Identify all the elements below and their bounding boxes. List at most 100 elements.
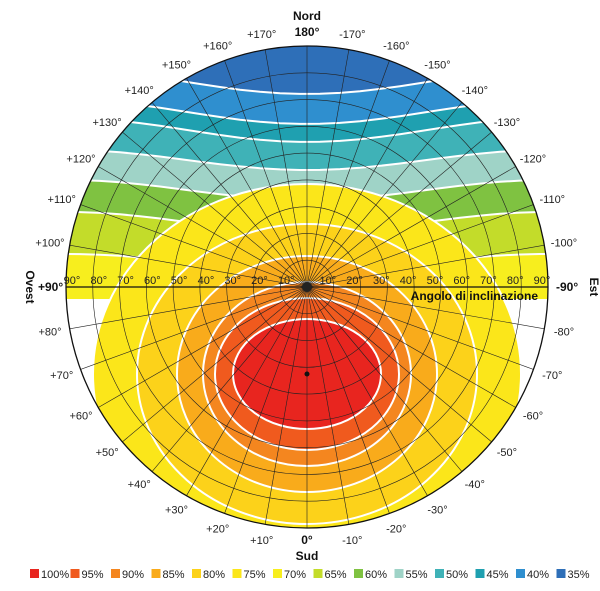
azimuth-spoke	[80, 204, 308, 288]
azimuth-spoke	[306, 204, 534, 288]
legend-label: 80%	[203, 569, 225, 581]
azimuth-tick-label: +70°	[50, 370, 73, 382]
tilt-tick-label: 80°	[90, 275, 107, 287]
optimum-point	[304, 371, 310, 377]
legend-item: 85%	[151, 569, 185, 581]
azimuth-tick-label: -120°	[520, 154, 546, 166]
tilt-tick-label: 50°	[171, 275, 188, 287]
tilt-tick-label: 40°	[198, 275, 215, 287]
legend-item: 95%	[70, 569, 104, 581]
legend-item: 70%	[273, 569, 306, 581]
west-label: Ovest	[23, 270, 37, 303]
azimuth-tick-label: +30°	[165, 505, 188, 517]
azimuth-spoke	[80, 286, 308, 370]
azimuth-spoke	[264, 286, 308, 525]
legend-swatch	[151, 569, 161, 578]
tilt-labels: 90° 80° 70° 60° 50° 40° 30° 20° 10° 10° 20° 30° 40° 5…	[64, 275, 551, 287]
legend-label: 70%	[284, 569, 306, 581]
legend: 100% 95% 90% 85% 80% 75% 70% 65% 60% 55% 50% 45% 40%…	[30, 569, 590, 581]
legend-swatch	[394, 569, 404, 578]
azimuth-tick-label: -40°	[465, 479, 485, 491]
legend-item: 45%	[475, 569, 509, 581]
center-point	[302, 282, 312, 292]
tilt-tick-label: 70°	[480, 275, 497, 287]
tilt-tick-label: 10°	[278, 275, 295, 287]
azimuth-spoke	[306, 49, 350, 288]
legend-item: 40%	[516, 569, 549, 581]
legend-item: 55%	[394, 569, 428, 581]
azimuth-spoke	[306, 166, 516, 288]
legend-swatch	[70, 569, 80, 578]
azimuth-tick-label: +50°	[96, 447, 119, 459]
azimuth-spoke	[224, 286, 308, 514]
legend-swatch	[313, 569, 323, 578]
legend-item: 65%	[313, 569, 347, 581]
tilt-tick-label: 60°	[144, 275, 161, 287]
azimuth-tick-label: +170°	[247, 29, 276, 41]
azimuth-spoke	[69, 286, 308, 330]
east-value-label: -90°	[556, 280, 578, 294]
legend-label: 55%	[406, 569, 428, 581]
azimuth-spoke	[151, 286, 308, 472]
legend-swatch	[273, 569, 282, 578]
tilt-tick-label: 90°	[534, 275, 551, 287]
legend-label: 60%	[365, 569, 387, 581]
legend-item: 60%	[354, 569, 387, 581]
azimuth-spoke	[306, 286, 492, 443]
legend-swatch	[111, 569, 120, 578]
azimuth-tick-label: +130°	[93, 117, 122, 129]
azimuth-tick-label: +110°	[48, 194, 76, 206]
azimuth-tick-label: +40°	[128, 479, 151, 491]
azimuth-tick-label: +10°	[250, 535, 273, 547]
azimuth-spoke	[224, 60, 308, 288]
azimuth-spoke	[306, 286, 534, 370]
legend-swatch	[232, 569, 242, 578]
azimuth-tick-label: -10°	[342, 535, 362, 547]
legend-item: 80%	[192, 569, 225, 581]
legend-item: 75%	[232, 569, 266, 581]
legend-label: 45%	[487, 569, 509, 581]
azimuth-top-label: 180°	[295, 25, 320, 39]
azimuth-spoke	[69, 244, 308, 288]
legend-label: 50%	[446, 569, 468, 581]
azimuth-tick-label: +80°	[38, 327, 61, 339]
tilt-tick-label: 10°	[319, 275, 336, 287]
tilt-tick-label: 50°	[427, 275, 444, 287]
azimuth-tick-label: -140°	[462, 85, 488, 97]
legend-swatch	[354, 569, 363, 578]
azimuth-tick-label: +60°	[69, 411, 92, 423]
azimuth-spoke	[98, 166, 308, 288]
tilt-axis-label: Angolo di inclinazione	[411, 289, 539, 303]
azimuth-spoke	[186, 286, 308, 496]
legend-label: 100%	[41, 569, 69, 581]
azimuth-spoke	[122, 131, 308, 288]
azimuth-spoke	[306, 131, 492, 288]
legend-label: 90%	[122, 569, 144, 581]
tilt-tick-label: 40°	[400, 275, 417, 287]
legend-label: 40%	[527, 569, 549, 581]
azimuth-tick-label: -60°	[523, 411, 543, 423]
azimuth-tick-label: +150°	[162, 59, 191, 71]
legend-item: 100%	[30, 569, 69, 581]
azimuth-tick-label: -110°	[539, 194, 565, 206]
north-label: Nord	[293, 9, 321, 23]
legend-label: 95%	[82, 569, 104, 581]
tilt-tick-label: 70°	[117, 275, 134, 287]
azimuth-spoke	[306, 60, 390, 288]
azimuth-tick-label: -160°	[383, 41, 409, 53]
legend-item: 50%	[435, 569, 468, 581]
azimuth-tick-label: +20°	[206, 524, 229, 536]
azimuth-spoke	[151, 102, 308, 288]
azimuth-spoke	[186, 78, 308, 288]
legend-label: 35%	[568, 569, 590, 581]
tilt-tick-label: 30°	[224, 275, 241, 287]
legend-swatch	[475, 569, 485, 578]
azimuth-tick-label: -70°	[542, 370, 562, 382]
legend-label: 85%	[163, 569, 185, 581]
azimuth-tick-label: -170°	[339, 29, 365, 41]
azimuth-tick-label: -130°	[494, 117, 520, 129]
azimuth-tick-label: -80°	[554, 327, 574, 339]
azimuth-tick-label: +160°	[203, 41, 232, 53]
tilt-tick-label: 30°	[373, 275, 390, 287]
